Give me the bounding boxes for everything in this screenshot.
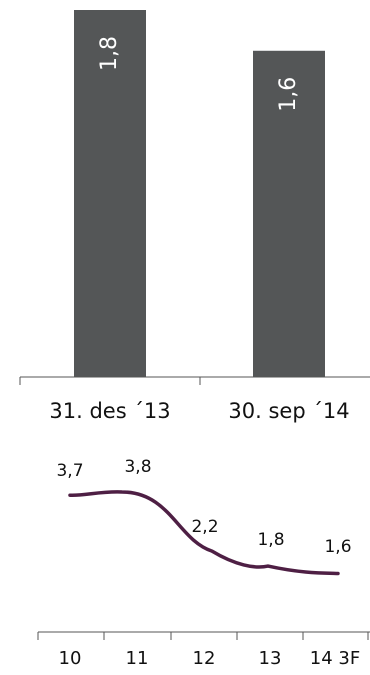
data-label: 3,8 (124, 457, 151, 477)
x-tick-label: 12 (193, 648, 216, 669)
x-tick-label: 10 (59, 648, 82, 669)
x-tick-label: 11 (126, 648, 149, 669)
category-label: 31. des ´13 (49, 399, 170, 423)
bar-chart: 1,8 31. des ´13 1,6 30. sep ´14 (19, 10, 370, 423)
bar-value-label: 1,6 (276, 77, 301, 112)
bar-value-label: 1,8 (97, 36, 122, 71)
bar-2 (253, 50, 325, 378)
x-tick-label: 14 3F (310, 648, 360, 669)
data-label: 1,8 (257, 530, 284, 550)
line-chart: 3,7 3,8 2,2 1,8 1,6 10 11 12 13 14 3F (37, 457, 370, 669)
data-label: 3,7 (56, 461, 83, 481)
data-label: 2,2 (191, 517, 218, 537)
x-tick-label: 13 (259, 648, 282, 669)
data-label: 1,6 (324, 537, 351, 557)
category-label: 30. sep ´14 (228, 399, 349, 423)
series-line (68, 490, 340, 576)
bar-1 (74, 10, 146, 377)
